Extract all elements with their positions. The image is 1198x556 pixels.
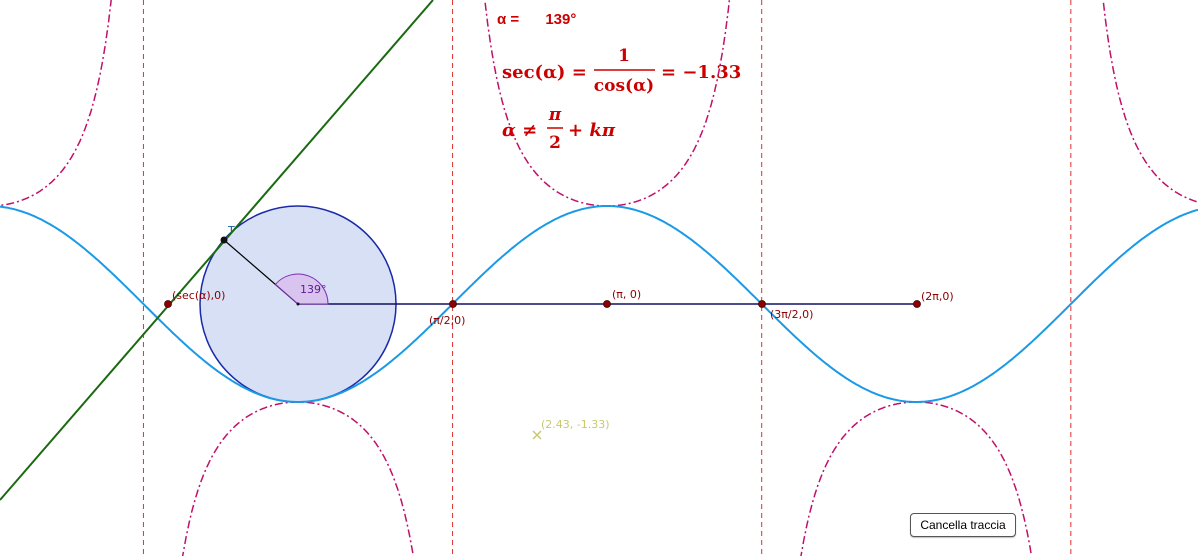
point-three-pi-half[interactable]	[758, 300, 766, 308]
angle-arc-label: 139°	[300, 283, 327, 296]
angle-arc	[274, 273, 329, 305]
condition-denominator: 2	[549, 133, 561, 153]
alpha-value: 139°	[545, 11, 577, 28]
alpha-value-display: α = 139°	[497, 11, 576, 28]
point-pi[interactable]	[603, 300, 611, 308]
secant-branch	[1102, 0, 1198, 203]
point-three-pi-half-label: (3π/2,0)	[770, 308, 813, 321]
condition-lhs: α ≠	[502, 120, 537, 141]
secant-branch	[0, 0, 112, 207]
point-center	[296, 302, 300, 306]
alpha-label: α =	[497, 11, 520, 28]
point-pi-label: (π, 0)	[612, 288, 641, 301]
trace-point	[532, 430, 542, 440]
secant-formula: sec(α) = 1 cos(α) = −1.33 α ≠ π 2 + kπ	[502, 46, 741, 153]
point-sec-alpha-label: (sec(α),0)	[172, 289, 225, 302]
sine-curve	[0, 205, 1198, 403]
condition-rhs: + kπ	[568, 120, 616, 141]
sec-result: = −1.33	[661, 62, 741, 83]
trace-point-label: (2.43, -1.33)	[541, 418, 610, 431]
fraction-numerator: 1	[618, 46, 630, 66]
clear-trace-button[interactable]: Cancella traccia	[910, 513, 1016, 537]
tangent-line[interactable]	[0, 0, 434, 501]
point-sec-alpha[interactable]	[164, 300, 172, 308]
condition-numerator: π	[548, 105, 562, 125]
point-two-pi-label: (2π,0)	[921, 290, 954, 303]
sec-lhs: sec(α) =	[502, 62, 587, 83]
point-T[interactable]	[220, 236, 228, 244]
secant-branch	[484, 0, 731, 207]
vertical-asymptotes	[142, 0, 1072, 556]
point-pi-half[interactable]	[449, 300, 457, 308]
secant-branch	[181, 401, 415, 556]
point-pi-half-label: (π/2,0)	[429, 314, 465, 327]
point-two-pi[interactable]	[913, 300, 921, 308]
fraction-denominator: cos(α)	[594, 76, 654, 96]
point-T-label: T	[227, 224, 235, 237]
